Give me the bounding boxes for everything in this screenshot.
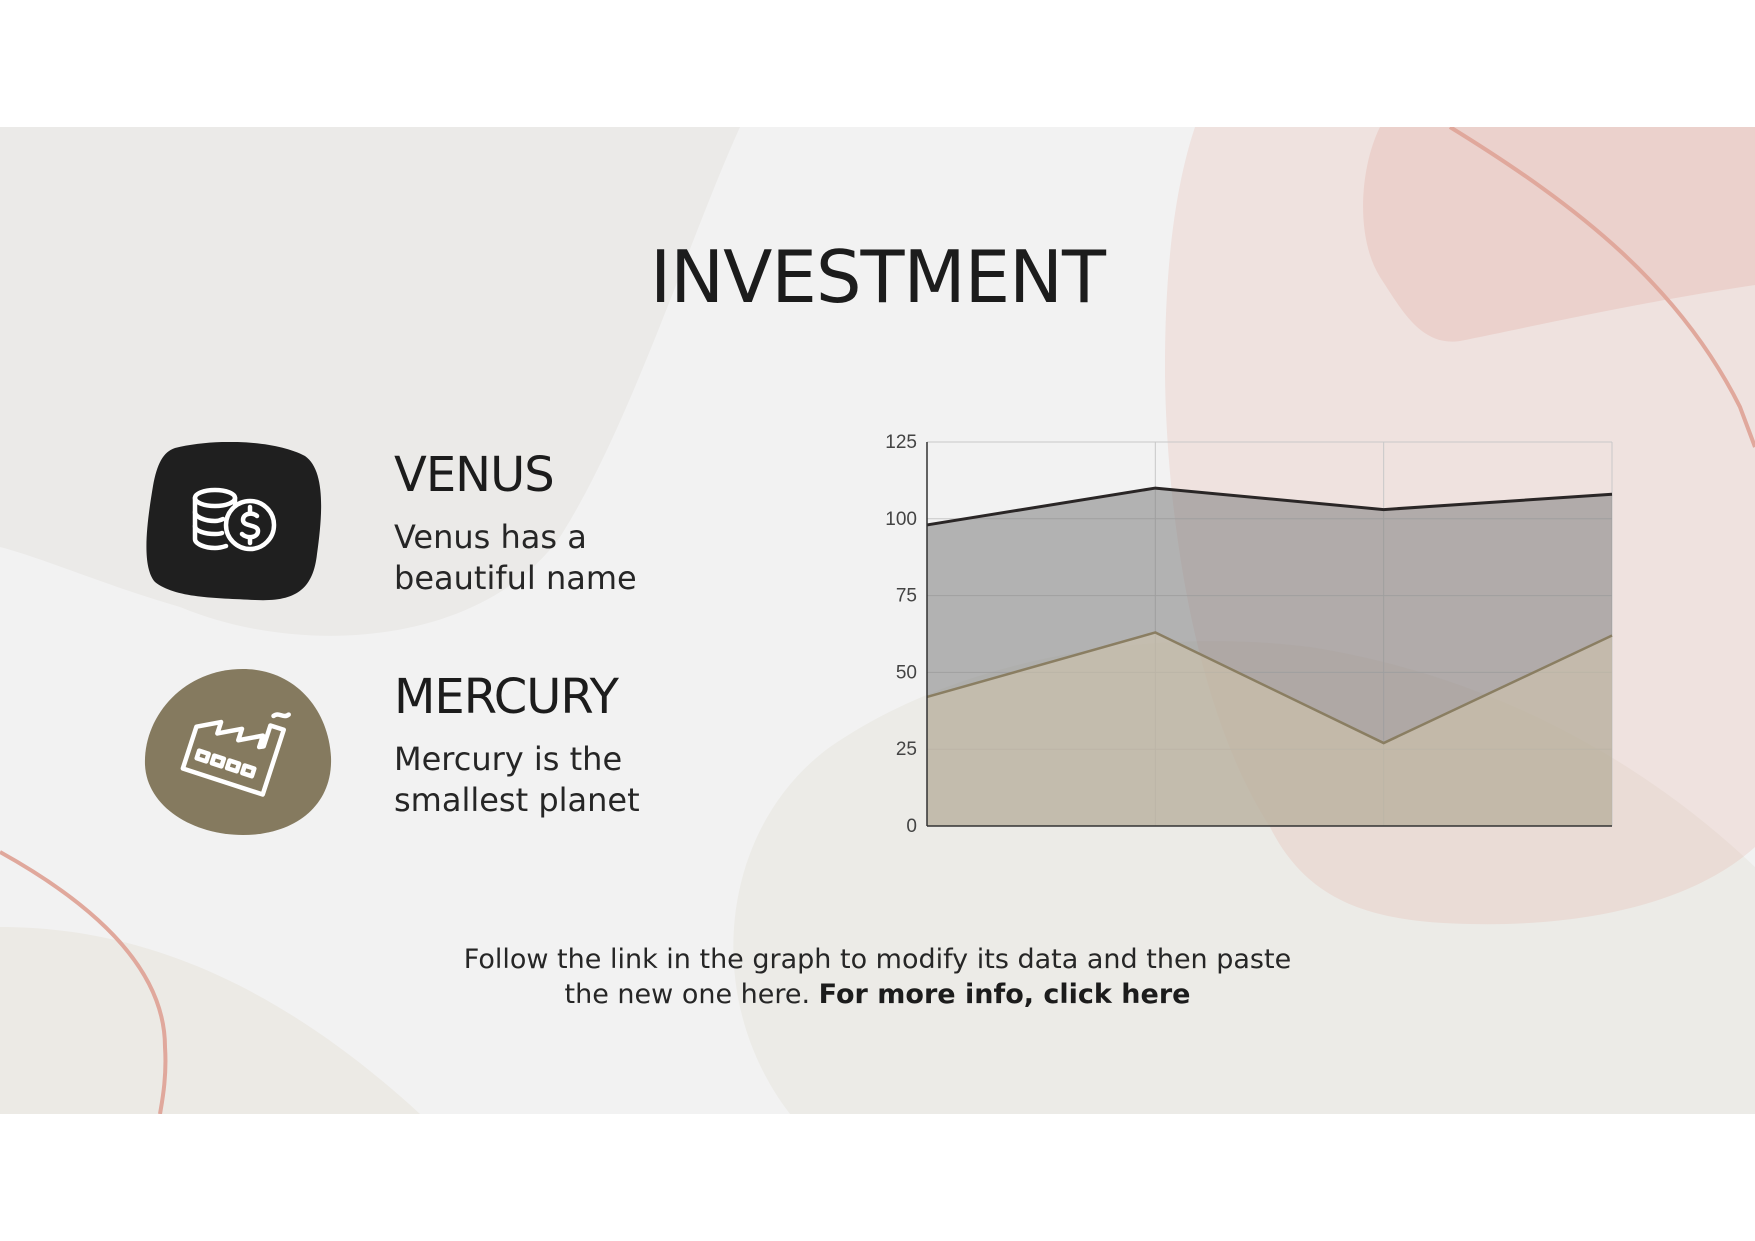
y-tick-label: 75 bbox=[896, 586, 917, 607]
venus-description: Venus has a beautiful name bbox=[394, 518, 637, 597]
footer-text: Follow the link in the graph to modify i… bbox=[463, 944, 1292, 1010]
footer-note: Follow the link in the graph to modify i… bbox=[440, 942, 1315, 1012]
investment-area-chart[interactable]: 0 25 50 75 100 125 bbox=[860, 432, 1620, 842]
series-1-line bbox=[926, 486, 1613, 527]
series-2-area bbox=[927, 632, 1612, 826]
venus-icon-badge bbox=[146, 442, 322, 601]
coins-dollar-icon bbox=[192, 487, 277, 552]
more-info-link[interactable]: For more info, click here bbox=[818, 979, 1191, 1010]
slide: INVESTMENT VENUS Venus has a beautiful n… bbox=[0, 127, 1755, 1114]
y-tick-label: 0 bbox=[906, 816, 917, 837]
y-tick-label: 50 bbox=[896, 662, 917, 683]
series-2-line bbox=[926, 631, 1613, 745]
y-tick-label: 125 bbox=[885, 432, 917, 453]
page-title: INVESTMENT bbox=[650, 235, 1106, 319]
factory-icon bbox=[180, 712, 291, 797]
mercury-heading: MERCURY bbox=[394, 669, 619, 725]
y-tick-label: 25 bbox=[896, 739, 917, 760]
venus-heading: VENUS bbox=[394, 447, 555, 503]
mercury-description: Mercury is the smallest planet bbox=[394, 740, 640, 819]
y-tick-label: 100 bbox=[885, 509, 917, 530]
mercury-icon-badge bbox=[144, 669, 332, 835]
